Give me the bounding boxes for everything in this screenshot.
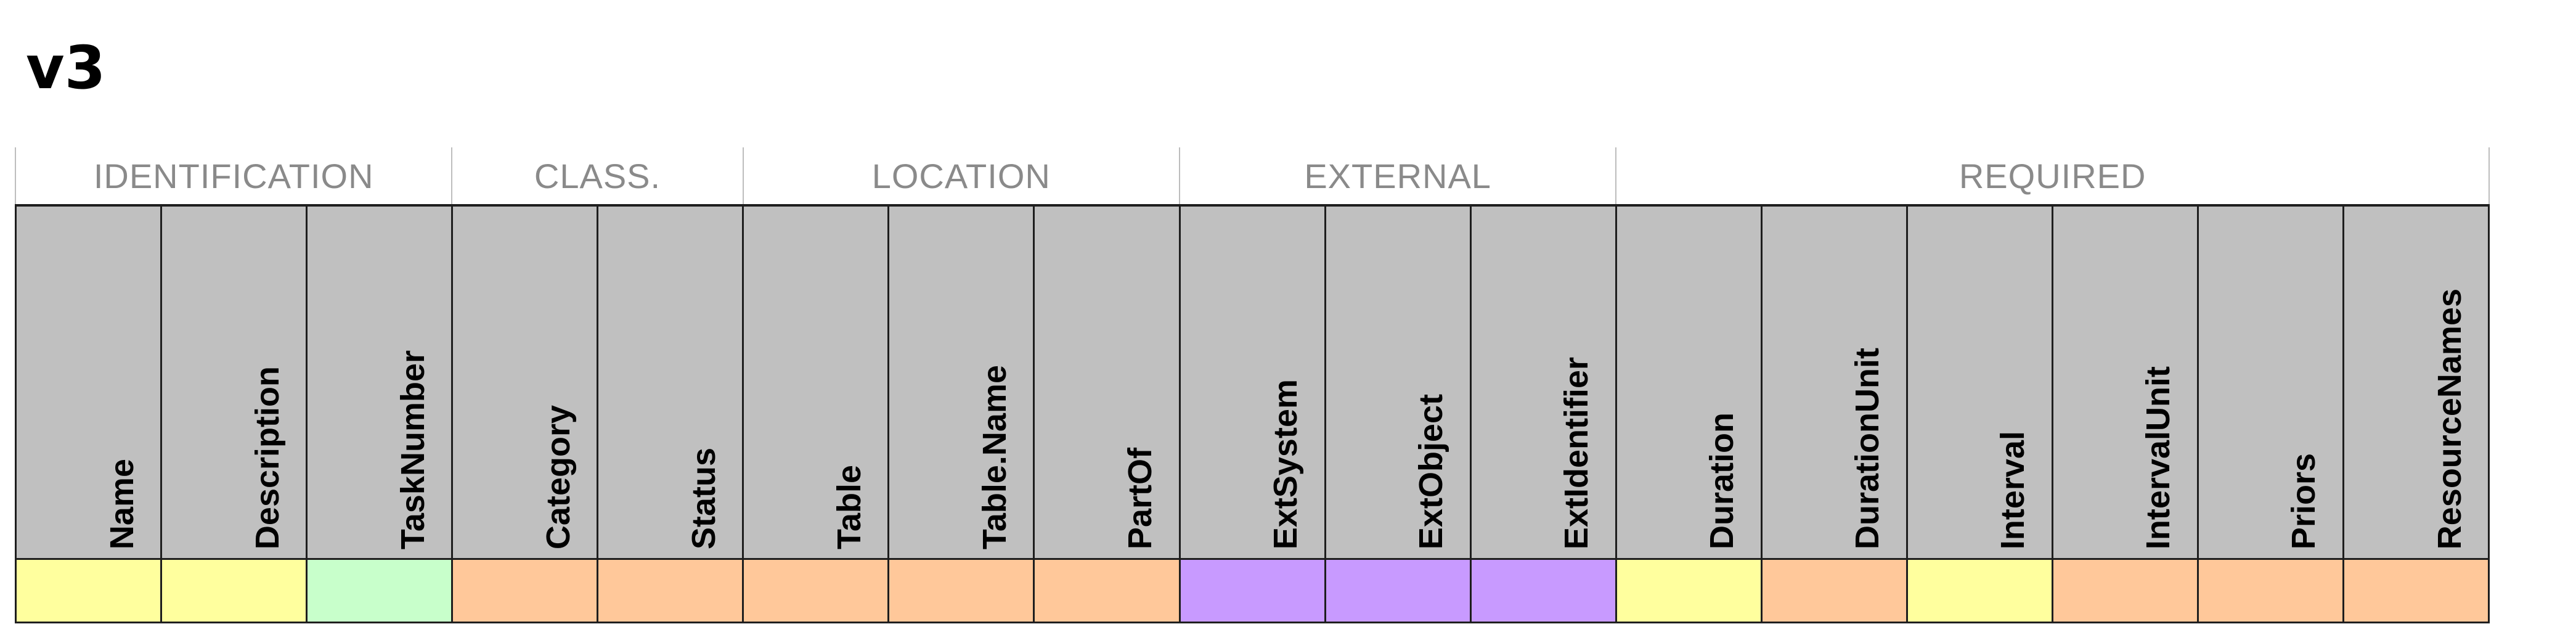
color-swatch-cell [598, 560, 744, 622]
group-label: REQUIRED [1616, 147, 2490, 204]
column-header-label: Priors [2285, 453, 2323, 549]
group-label: IDENTIFICATION [16, 147, 453, 204]
column-header: Description [162, 207, 308, 558]
color-swatch-cell [2198, 560, 2344, 622]
column-header-label: TaskNumber [394, 350, 431, 549]
column-header: ExtSystem [1180, 207, 1326, 558]
column-header: ExtObject [1326, 207, 1472, 558]
color-swatch-cell [889, 560, 1035, 622]
column-header-row: Name Description TaskNumber Category Status T… [15, 204, 2490, 558]
color-swatch-cell [744, 560, 890, 622]
color-swatch-cell [17, 560, 163, 622]
color-swatch-cell [1326, 560, 1472, 622]
column-header: Name [17, 207, 163, 558]
column-header-label: ExtObject [1412, 393, 1450, 549]
color-swatch-cell [2053, 560, 2199, 622]
column-header-label: Description [248, 366, 286, 549]
column-header-label: Table [830, 464, 868, 549]
color-swatch-cell [1180, 560, 1326, 622]
column-header: Interval [1907, 207, 2053, 558]
column-header-label: PartOf [1121, 447, 1159, 549]
color-swatch-cell [2344, 560, 2490, 622]
page-title: v3 [26, 33, 106, 102]
column-header-label: Category [539, 404, 577, 549]
column-header-label: IntervalUnit [2140, 366, 2177, 549]
column-header-label: DurationUnit [1849, 348, 1886, 549]
column-header-label: Duration [1703, 413, 1741, 549]
column-header-label: ExtIdentifier [1558, 356, 1596, 549]
color-swatch-cell [1762, 560, 1908, 622]
column-header: Status [598, 207, 744, 558]
column-header: IntervalUnit [2053, 207, 2199, 558]
column-header: Duration [1616, 207, 1763, 558]
group-label: LOCATION [744, 147, 1180, 204]
color-swatch-cell [1035, 560, 1181, 622]
color-swatch-cell [453, 560, 599, 622]
color-swatch-cell [1616, 560, 1763, 622]
column-schema-table: IDENTIFICATION CLASS. LOCATION EXTERNAL REQU… [15, 147, 2490, 623]
column-header-label: ResourceNames [2431, 288, 2468, 549]
column-header-label: Status [685, 447, 722, 549]
column-header: Table.Name [889, 207, 1035, 558]
color-swatch-cell [1471, 560, 1617, 622]
column-header: DurationUnit [1762, 207, 1908, 558]
column-header: PartOf [1035, 207, 1181, 558]
group-header-row: IDENTIFICATION CLASS. LOCATION EXTERNAL REQU… [15, 147, 2490, 204]
group-label: CLASS. [452, 147, 744, 204]
column-header-label: Interval [1994, 430, 2032, 549]
column-header: TaskNumber [308, 207, 454, 558]
color-swatch-cell [162, 560, 308, 622]
color-swatch-row [15, 558, 2490, 623]
column-header: Category [453, 207, 599, 558]
column-header: Table [744, 207, 890, 558]
color-swatch-cell [308, 560, 454, 622]
group-label: EXTERNAL [1180, 147, 1617, 204]
color-swatch-cell [1907, 560, 2053, 622]
column-header: Priors [2198, 207, 2344, 558]
column-header-label: Table.Name [976, 364, 1013, 549]
column-header: ResourceNames [2344, 207, 2490, 558]
column-header: ExtIdentifier [1471, 207, 1617, 558]
column-header-label: Name [103, 458, 141, 549]
column-header-label: ExtSystem [1267, 379, 1305, 549]
